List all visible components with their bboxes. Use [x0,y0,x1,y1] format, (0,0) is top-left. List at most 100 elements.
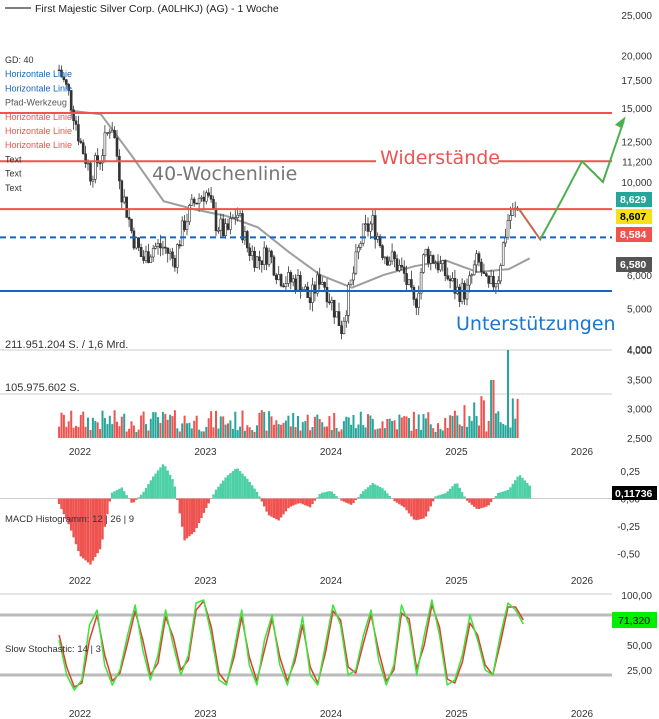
macd-bar [226,475,230,499]
volume-bar [113,410,116,438]
volume-bar [75,425,77,438]
macd-bar [410,498,413,517]
candle-body [407,279,411,285]
candle-body [412,286,416,300]
chart-title[interactable]: First Majestic Silver Corp. (A0LHKJ) (AG… [35,3,279,15]
annotation-40-wochenlinie[interactable]: 40-Wochenlinie [152,163,297,185]
volume-bar [381,421,384,438]
volume-bar [284,420,287,438]
volume-bar [347,417,350,438]
macd-bar [434,496,437,499]
candle-body [253,250,256,268]
volume-bar [487,420,490,438]
volume-bar [157,417,159,438]
macd-bar [207,498,210,504]
volume-bar [212,427,215,438]
volume-bar [120,416,123,438]
x-axis-tick: 2025 [445,576,468,587]
legend-item[interactable]: Horizontale Linie [5,83,72,93]
volume-bar [434,431,437,438]
macd-bar [236,468,239,499]
volume-bar [422,414,425,438]
forecast-path[interactable] [518,120,625,242]
volume-bar [70,410,73,438]
legend-item[interactable]: Text [5,169,22,179]
candle-body [284,283,288,287]
legend-item[interactable]: Horizontale Linie [5,112,72,122]
volume-bar [364,427,367,438]
macd-bar [214,489,218,499]
candle-body [202,196,206,202]
volume-bar [393,420,396,438]
candle-body [200,196,203,199]
candle-body [390,251,394,262]
candle-body [352,272,355,281]
candle-body [359,243,363,248]
volume-bar [60,412,63,438]
macd-bar [190,498,193,535]
macd-bar [313,498,317,501]
legend-item[interactable]: Horizontale Linie [5,140,72,150]
legend-item[interactable]: Horizontale Linie [5,126,72,136]
volume-bar [466,426,468,438]
annotation-widerstaende[interactable]: Widerstände [380,147,500,169]
volume-bar [176,428,179,438]
volume-bar [470,420,473,438]
volume-bar [391,421,394,438]
candle-body [267,250,271,265]
macd-bar [436,495,440,499]
candle-body [226,223,230,230]
macd-bar [111,492,114,499]
legend-item[interactable]: Pfad-Werkzeug [5,98,67,108]
macd-bar [296,498,300,504]
annotation-unterstuetzungen[interactable]: Unterstützungen [456,313,616,335]
volume-bar [268,411,271,438]
candle-body [431,255,435,264]
candle-body [243,231,247,241]
macd-bar [231,471,235,499]
macd-bar [65,498,68,520]
macd-bar [260,498,263,502]
candle-body [81,142,85,155]
volume-bar [485,431,488,438]
price-axis-tick: 5,000 [627,304,652,315]
volume-bar [183,415,186,438]
macd-bar [60,498,63,510]
candle-body [205,192,208,202]
volume-bar [490,380,493,438]
legend-item[interactable]: GD: 40 [5,55,34,65]
macd-bar [248,482,251,499]
macd-bar [243,476,247,499]
candle-body [453,277,457,294]
candle-body [492,275,495,288]
volume-bar [198,429,201,438]
macd-bar [195,498,198,529]
candle-body [422,254,425,273]
volume-bar [357,424,360,438]
candle-body [395,258,399,271]
macd-bar [511,483,514,499]
x-axis-tick: 2022 [69,447,92,458]
legend-item[interactable]: Text [5,154,22,164]
candle-body [325,286,329,303]
volume-bar [236,430,239,438]
candle-body [279,274,283,287]
macd-bar [287,498,290,509]
volume-bar [415,429,418,438]
volume-bar [62,414,65,438]
candle-body [477,253,481,263]
candle-body [110,130,114,133]
candle-body [340,325,343,335]
volume-bar [132,425,135,438]
macd-bar [171,479,174,499]
candle-body [398,264,401,271]
volume-bar [297,416,299,438]
macd-bar [441,494,444,499]
price-axis-tick: 15,000 [621,104,652,115]
macd-bar [152,476,155,499]
volume-bar [340,429,343,438]
legend-item[interactable]: Text [5,183,22,193]
macd-bar [147,484,150,499]
legend-item[interactable]: Horizontale Linie [5,69,72,79]
candle-body [108,131,112,134]
